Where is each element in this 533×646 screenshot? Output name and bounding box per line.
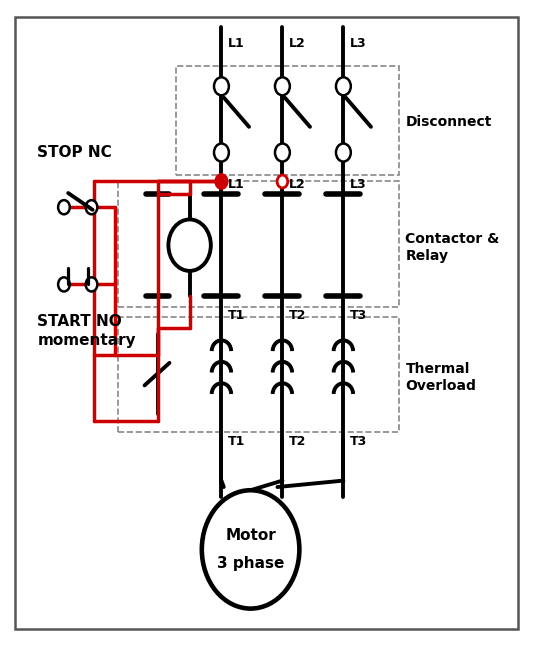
Text: Motor: Motor (225, 528, 276, 543)
Text: L2: L2 (289, 178, 305, 191)
Text: T3: T3 (350, 309, 367, 322)
Text: STOP NC: STOP NC (37, 145, 112, 160)
Circle shape (275, 143, 290, 162)
Text: START NO
momentary: START NO momentary (37, 314, 136, 348)
Circle shape (336, 143, 351, 162)
Circle shape (86, 277, 98, 291)
Text: 3 phase: 3 phase (217, 556, 284, 571)
Bar (176, 66, 399, 175)
Circle shape (168, 220, 211, 271)
Text: T2: T2 (289, 435, 306, 448)
Circle shape (58, 200, 70, 214)
Text: Thermal
Overload: Thermal Overload (406, 362, 477, 393)
Circle shape (215, 174, 228, 189)
Text: Contactor &
Relay: Contactor & Relay (406, 232, 499, 264)
Text: L1: L1 (228, 37, 245, 50)
Text: T1: T1 (228, 435, 245, 448)
Circle shape (214, 143, 229, 162)
Circle shape (202, 490, 300, 609)
Bar (118, 317, 399, 432)
Circle shape (336, 78, 351, 96)
Circle shape (58, 277, 70, 291)
Bar (118, 182, 399, 307)
Circle shape (277, 175, 288, 188)
Circle shape (86, 200, 98, 214)
Circle shape (275, 78, 290, 96)
Text: L1: L1 (228, 178, 245, 191)
Circle shape (214, 78, 229, 96)
Text: L3: L3 (350, 37, 366, 50)
Text: L3: L3 (350, 178, 366, 191)
Text: T3: T3 (350, 435, 367, 448)
Text: T1: T1 (228, 309, 245, 322)
Text: Disconnect: Disconnect (406, 116, 492, 129)
Text: L2: L2 (289, 37, 305, 50)
Text: T2: T2 (289, 309, 306, 322)
